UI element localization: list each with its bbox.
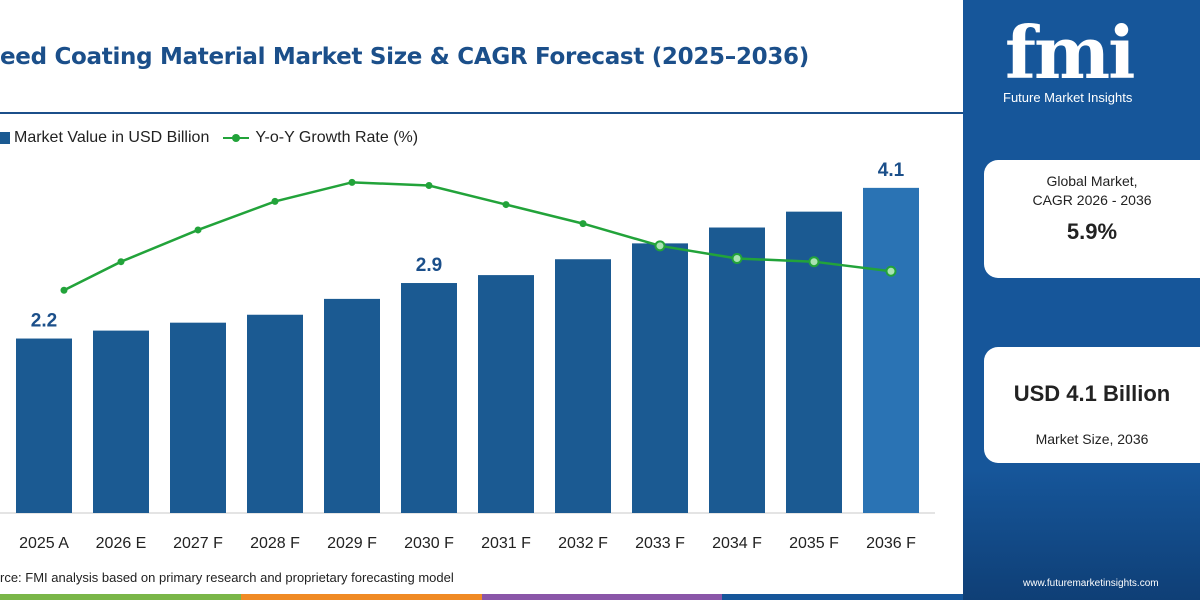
market-size-card: USD 4.1 Billion Market Size, 2036 (984, 347, 1200, 463)
source-note: rce: FMI analysis based on primary resea… (0, 570, 454, 585)
legend-line-swatch (223, 132, 250, 144)
x-tick-label: 2026 E (96, 535, 147, 552)
growth-point (60, 286, 68, 294)
market-size-value: USD 4.1 Billion (1013, 381, 1171, 406)
summary-panel: fmi Future Market Insights Global Market… (963, 0, 1200, 600)
title-divider (0, 112, 963, 114)
bar-data-label: 2.9 (416, 255, 442, 276)
chart-title: eed Coating Material Market Size & CAGR … (0, 44, 809, 70)
growth-point (808, 256, 820, 268)
fmi-logo: fmi Future Market Insights (1003, 10, 1183, 110)
bar-data-label: 2.2 (31, 311, 57, 332)
cagr-label-line2: CAGR 2026 - 2036 (1032, 192, 1152, 208)
x-tick-label: 2029 F (327, 535, 377, 552)
band-segment (481, 594, 723, 600)
bar-2027 (170, 322, 226, 513)
cagr-value: 5.9% (1066, 219, 1118, 244)
x-tick-label: 2034 F (712, 535, 762, 552)
bar-2034 (709, 227, 765, 513)
bar-2025 (16, 338, 72, 513)
chart-legend: Market Value in USD Billion Y-o-Y Growth… (0, 128, 418, 148)
cagr-label: Global Market, CAGR 2026 - 2036 (984, 172, 1200, 210)
x-tick-label: 2031 F (481, 535, 531, 552)
legend-line-label: Y-o-Y Growth Rate (%) (255, 129, 419, 146)
growth-point (425, 182, 433, 190)
cagr-card: Global Market, CAGR 2026 - 2036 5.9% (984, 160, 1200, 278)
legend-bar-swatch (0, 132, 10, 144)
growth-point (654, 240, 666, 252)
market-size-label: Market Size, 2036 (1035, 431, 1149, 447)
legend-bar-label: Market Value in USD Billion (14, 129, 210, 146)
logo-subtitle: Future Market Insights (1003, 90, 1133, 105)
panel-background-shade (963, 470, 1200, 600)
growth-point (271, 197, 279, 205)
x-tick-label: 2035 F (789, 535, 839, 552)
website-url: www.futuremarketinsights.com (1023, 578, 1159, 589)
growth-point (117, 258, 125, 266)
bar-2033 (632, 243, 688, 513)
bar-line-chart: 2.2 2.9 4.1 2025 A 2026 E 2027 F 2028 F 2029 F 2… (0, 160, 935, 552)
cagr-label-line1: Global Market, (1046, 173, 1138, 189)
growth-point (502, 201, 510, 209)
growth-rate-line (63, 181, 892, 292)
band-segment (0, 594, 241, 600)
growth-point (885, 265, 897, 277)
bar-2028 (247, 314, 303, 513)
growth-point (348, 178, 356, 186)
bar-2031 (478, 275, 534, 513)
x-tick-label: 2032 F (558, 535, 608, 552)
bottom-color-band (0, 594, 963, 600)
bar-2032 (555, 259, 611, 513)
x-tick-label: 2025 A (19, 535, 69, 552)
bar-2030 (401, 283, 457, 513)
bar-data-label: 4.1 (878, 160, 905, 181)
x-tick-label: 2030 F (404, 535, 454, 552)
x-tick-label: 2027 F (173, 535, 223, 552)
bar-2036 (863, 187, 919, 513)
x-tick-label: 2036 F (866, 535, 916, 552)
bar-2026 (93, 330, 149, 513)
x-tick-label: 2033 F (635, 535, 685, 552)
x-tick-label: 2028 F (250, 535, 300, 552)
growth-point (194, 226, 202, 234)
band-segment (240, 594, 482, 600)
logo-wordmark: fmi (1005, 10, 1136, 95)
growth-point (731, 253, 743, 265)
band-segment (722, 594, 963, 600)
growth-point (579, 220, 587, 228)
bar-2029 (324, 298, 380, 513)
